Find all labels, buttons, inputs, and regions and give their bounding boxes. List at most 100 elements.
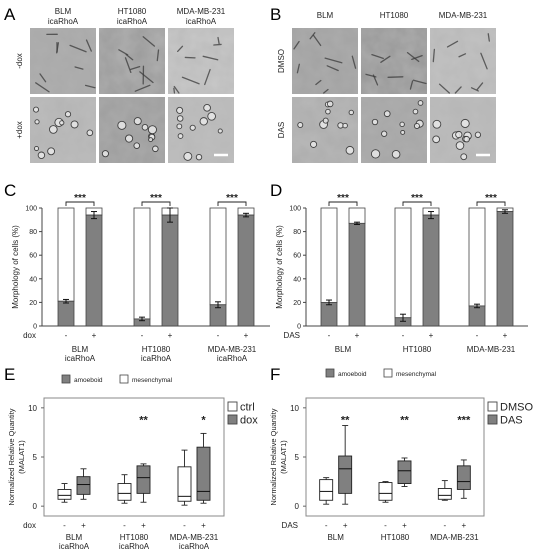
cell-elongated (438, 83, 450, 94)
y-tick-label: 40 (29, 276, 37, 283)
group-label: HT1080 (120, 533, 149, 542)
group-label: icaRhoA (65, 354, 96, 363)
condition-tick: + (343, 521, 348, 530)
cell-rounded (460, 118, 470, 129)
cell-rounded (133, 142, 141, 149)
y-tick-label: 10 (28, 404, 37, 413)
panel-letter-f: F (270, 365, 280, 384)
bar-amoeboid (320, 301, 338, 327)
significance-bracket (328, 201, 358, 206)
y-axis-label: Morphology of cells (%) (275, 225, 284, 309)
cell-rounded (176, 106, 184, 114)
condition-tick: - (183, 521, 186, 530)
y-tick-label: 5 (33, 453, 38, 462)
cell-elongated (351, 55, 357, 69)
cell-rounded (455, 130, 463, 139)
column-label: MDA-MB-231 (177, 7, 226, 16)
cell-elongated (406, 52, 420, 63)
cell-elongated (458, 53, 467, 58)
condition-tick: + (461, 521, 466, 530)
significance-bracket (476, 201, 506, 206)
cell-elongated (411, 55, 423, 61)
box (136, 465, 151, 494)
condition-tick: - (65, 331, 68, 340)
cell-rounded (133, 117, 142, 126)
legend-swatch (119, 374, 129, 384)
cell-elongated (217, 36, 220, 45)
condition-tick: - (443, 521, 446, 530)
group-label: icaRhoA (59, 542, 90, 550)
legend-swatch (487, 414, 498, 425)
group-label: MDA-MB-231 (208, 345, 257, 354)
y-axis-label: Normalized Relative Quantity (7, 408, 16, 505)
legend-label: mesenchymal (396, 371, 437, 378)
group-label: BLM (327, 533, 344, 542)
chart-f-malat1: 0 5 10 Normalized Relative Quantity (MALAT1)… (269, 397, 533, 542)
y-axis-label: (MALAT1) (279, 440, 288, 474)
bar-mesenchymal (468, 207, 486, 307)
cell-elongated (315, 79, 322, 86)
y-axis-label: Normalized Relative Quantity (269, 408, 278, 505)
y-tick-label: 5 (295, 453, 300, 462)
cell-rounded (310, 140, 318, 148)
column-label: icaRhoA (48, 17, 79, 26)
cell-rounded (345, 145, 355, 155)
cell-rounded (101, 150, 109, 158)
cell-elongated (181, 76, 200, 85)
cell-elongated (74, 66, 84, 70)
bar-mesenchymal (320, 207, 338, 303)
group-label: HT1080 (381, 533, 410, 542)
bar-mesenchymal (57, 207, 75, 302)
bar-amoeboid (468, 305, 486, 327)
image-texture (168, 28, 234, 94)
cell-elongated (309, 32, 316, 40)
box (177, 466, 192, 502)
significance-bracket (141, 201, 171, 206)
row-label: DMSO (277, 49, 286, 73)
y-tick-label: 100 (25, 206, 37, 213)
legend-label: DMSO (500, 402, 533, 414)
condition-tick: + (201, 521, 206, 530)
legend-label: dox (240, 415, 258, 427)
column-label: icaRhoA (186, 17, 217, 26)
bar-mesenchymal (348, 207, 366, 224)
cell-elongated (39, 73, 47, 83)
group-label: HT1080 (403, 345, 432, 354)
cell-elongated (173, 87, 176, 94)
group-label: BLM (72, 345, 89, 354)
cell-elongated (84, 84, 96, 89)
chart-c-morphology: 0 20 40 60 80 100 Morphology of cells (%) - + - + -… (11, 193, 270, 384)
cell-rounded (460, 153, 468, 161)
y-tick-label: 20 (293, 300, 301, 307)
image-texture (168, 97, 234, 163)
cell-rounded (34, 119, 40, 125)
cell-elongated (125, 53, 134, 61)
cell-rounded (412, 108, 419, 115)
box (319, 479, 334, 501)
cell-rounded (474, 131, 482, 138)
micrograph-grid-b: BLM HT1080 MDA-MB-231 DMSO DAS (277, 11, 496, 163)
cell-elongated (204, 68, 211, 86)
cell-rounded (124, 134, 134, 143)
box (76, 476, 91, 495)
legend-label: amoeboid (74, 377, 103, 384)
cell-rounded (59, 120, 65, 126)
y-tick-label: 0 (33, 324, 37, 331)
panel-letter-e: E (4, 365, 15, 384)
cell-rounded (463, 135, 470, 143)
cell-rounded (117, 120, 127, 130)
bar-amoeboid (161, 214, 179, 327)
cell-elongated (296, 63, 300, 74)
cell-elongated (35, 82, 50, 93)
row-label: -dox (15, 53, 24, 69)
treatment-label: DAS (284, 331, 300, 340)
condition-tick: + (355, 331, 360, 340)
image-texture (292, 28, 358, 94)
legend-swatch (325, 368, 335, 378)
condition-tick: + (81, 521, 86, 530)
bar-amoeboid (85, 214, 103, 327)
cell-rounded (342, 122, 348, 129)
cell-elongated (156, 49, 160, 62)
cell-rounded (297, 122, 304, 128)
